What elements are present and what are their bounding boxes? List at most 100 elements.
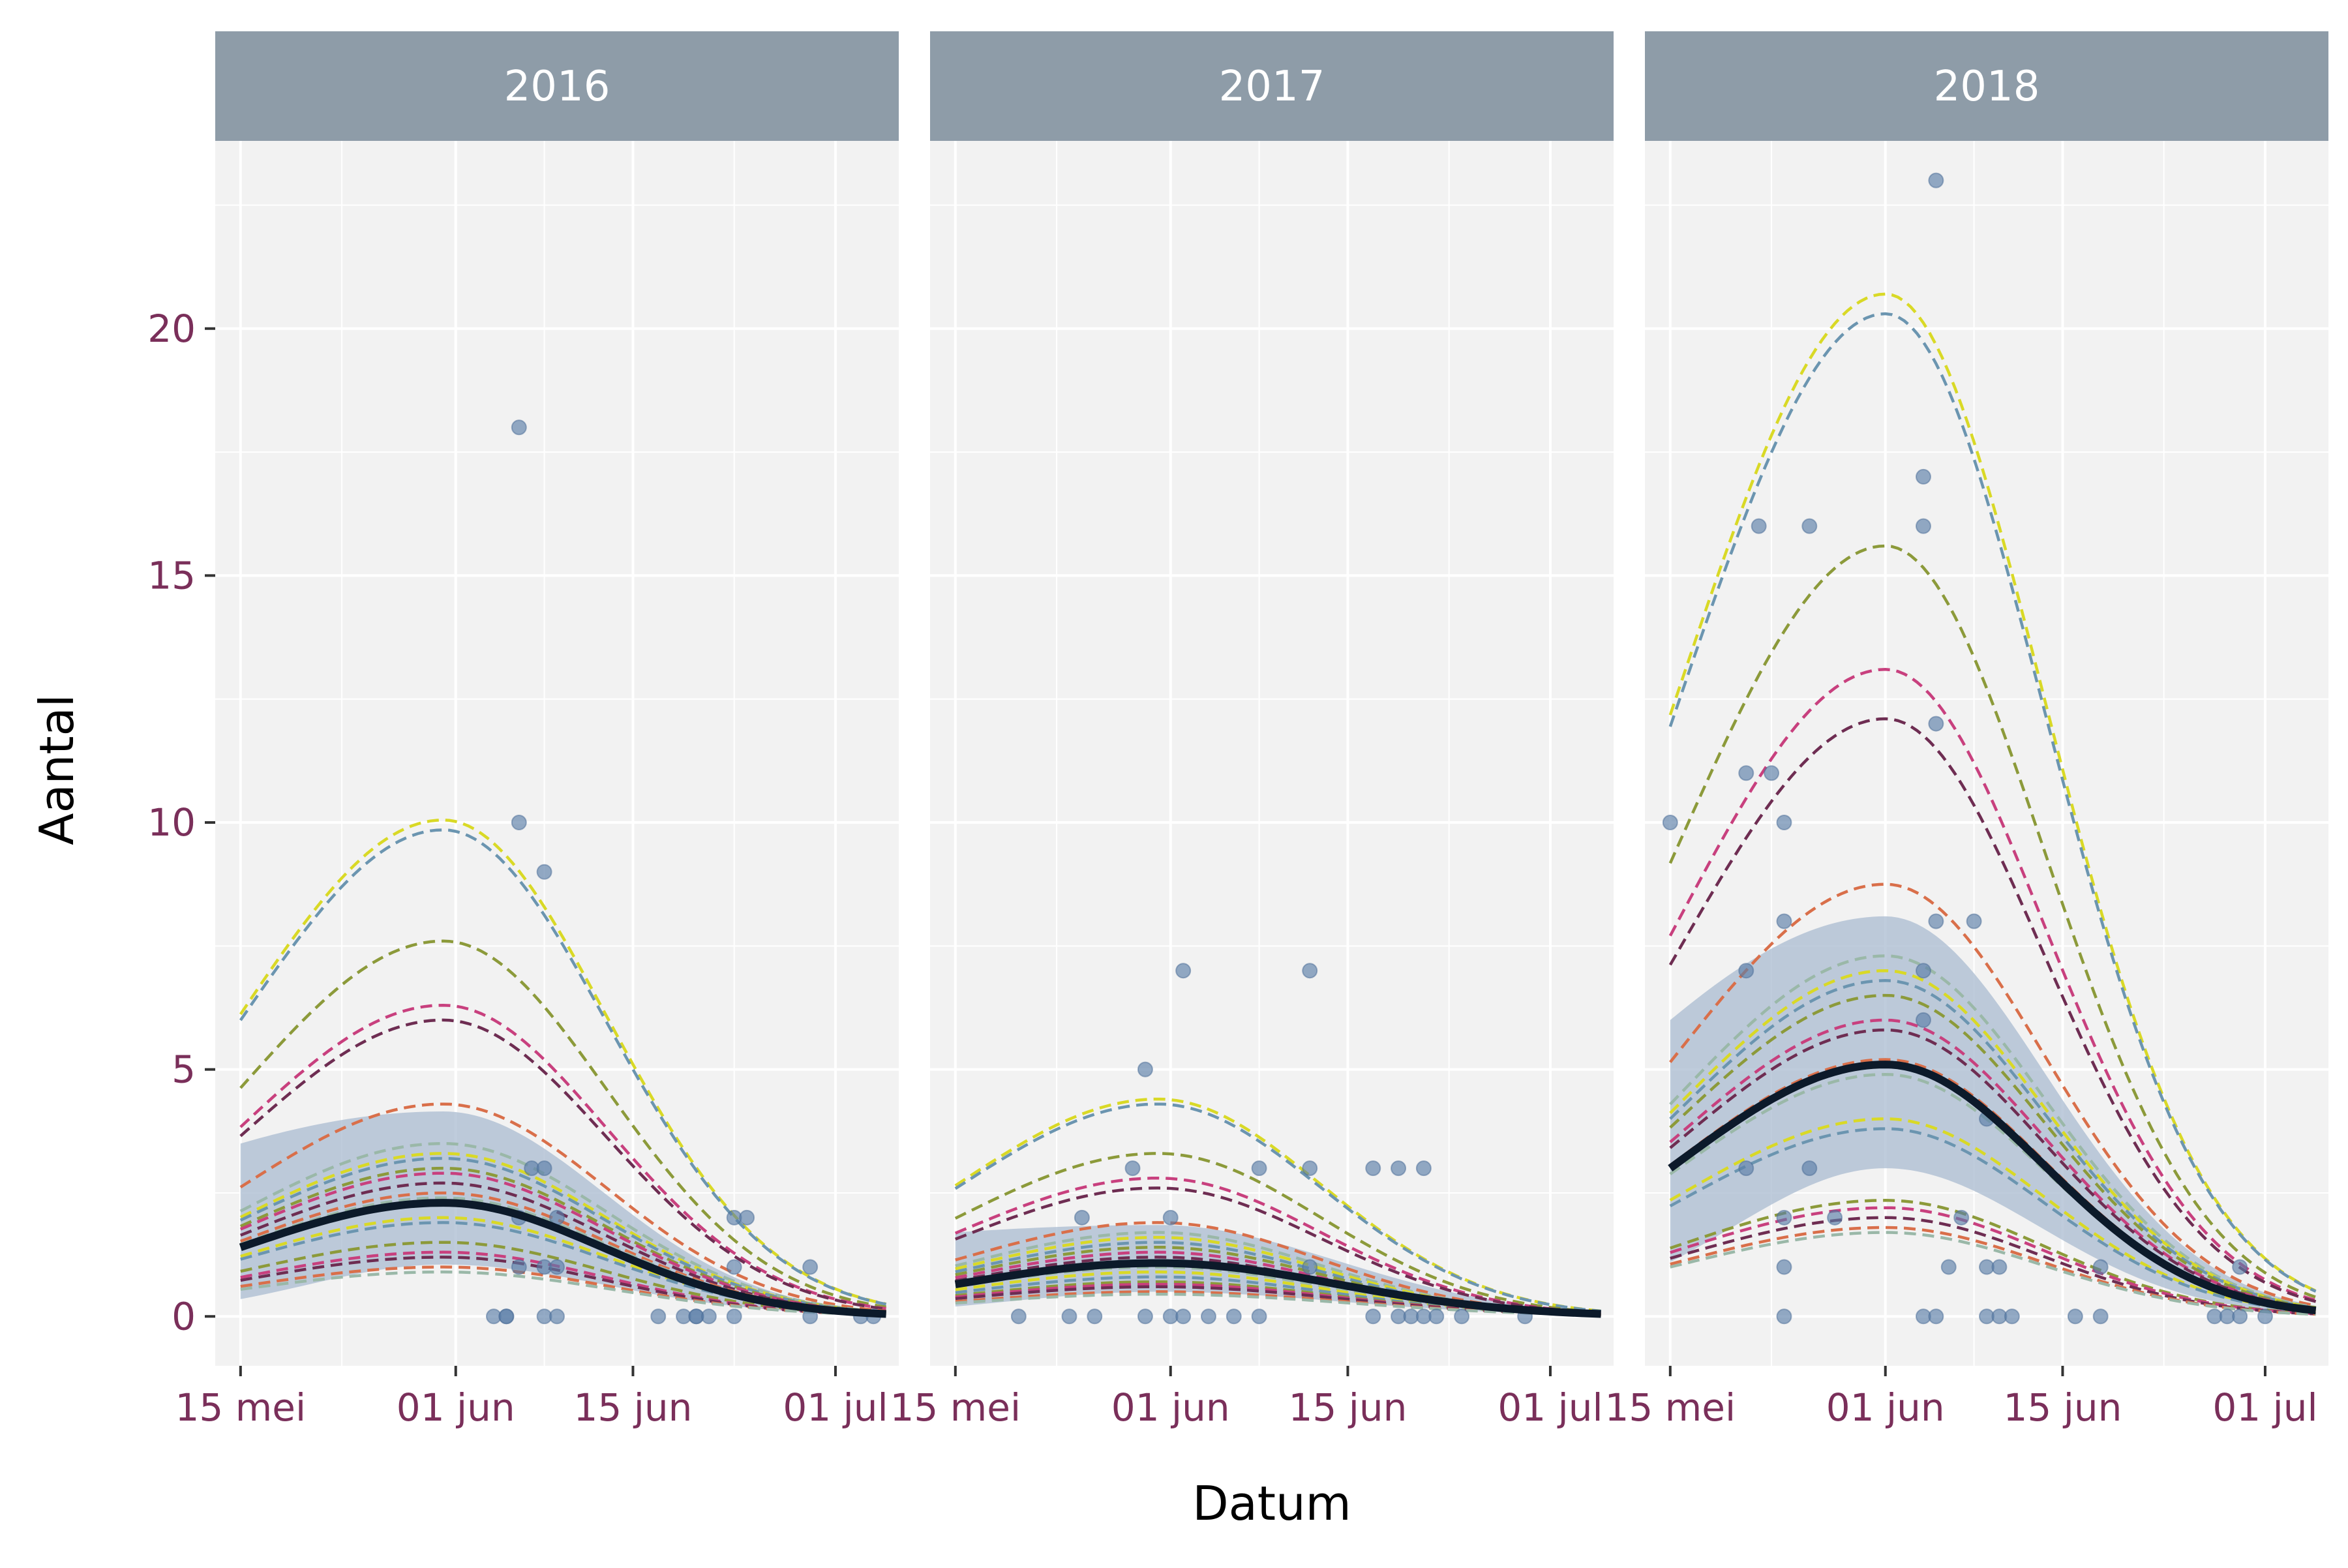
data-point <box>1124 1160 1141 1177</box>
data-point <box>2092 1308 2109 1325</box>
data-point <box>1928 716 1944 732</box>
dashed-curve <box>239 818 887 1306</box>
data-point <box>700 1308 717 1325</box>
data-point <box>1365 1160 1381 1177</box>
dashed-curve <box>1668 668 2317 1302</box>
data-point <box>1915 963 1931 979</box>
data-point <box>549 1259 565 1275</box>
data-point <box>650 1308 667 1325</box>
facet-strip <box>215 31 899 141</box>
x-axis-title: Datum <box>1192 1476 1351 1531</box>
data-point <box>1175 963 1192 979</box>
mean-line <box>1668 1061 2317 1315</box>
dashed-curve <box>239 1152 886 1314</box>
dashed-curve <box>239 1141 886 1314</box>
data-point <box>1302 1259 1318 1275</box>
x-tick-label: 15 mei <box>890 1385 1021 1430</box>
data-point <box>1391 1160 1407 1177</box>
data-point <box>1454 1308 1470 1325</box>
dashed-curve <box>1669 882 2317 1307</box>
facet-strip-label: 2017 <box>1219 63 1325 111</box>
dashed-curve <box>1669 1018 2316 1311</box>
dashed-curve <box>239 939 886 1309</box>
x-tick-label: 15 mei <box>1605 1385 1736 1430</box>
x-tick-label: 01 jun <box>1826 1385 1945 1430</box>
data-point <box>1302 963 1318 979</box>
facet-panel-2016: 2016 15 mei 01 jun 15 jun 01 jul <box>175 31 899 1430</box>
dashed-curve <box>955 1292 1601 1317</box>
data-point <box>1991 1259 2008 1275</box>
data-point <box>1776 913 1792 929</box>
data-point <box>1428 1308 1445 1325</box>
x-tick-label: 01 jul <box>1498 1385 1603 1430</box>
dashed-curve <box>954 1186 1601 1315</box>
data-point <box>1776 815 1792 831</box>
dashed-curve <box>239 828 887 1306</box>
data-point <box>1738 765 1754 781</box>
dashed-curve <box>1670 1231 2316 1316</box>
facet-strip <box>930 31 1614 141</box>
data-point <box>1915 468 1931 485</box>
data-point <box>1302 1160 1318 1177</box>
x-tick-label: 01 jun <box>1111 1385 1230 1430</box>
dashed-curve <box>1669 1072 2316 1312</box>
data-point <box>1776 1308 1792 1325</box>
data-point <box>1940 1259 1957 1275</box>
dashed-curve <box>1668 544 2317 1299</box>
dashed-curve <box>954 1102 1601 1313</box>
data-point <box>1966 913 1982 929</box>
data-point <box>1827 1209 1843 1226</box>
dashed-curve <box>239 1018 886 1311</box>
y-tick-label: 0 <box>172 1294 196 1338</box>
dashed-curve <box>1669 1127 2316 1314</box>
dashed-curve <box>1669 1028 2316 1311</box>
data-point <box>2067 1308 2083 1325</box>
y-tick-label: 20 <box>147 307 196 351</box>
dashed-curve <box>955 1241 1601 1316</box>
dashed-curve <box>239 1003 886 1310</box>
data-point <box>498 1308 515 1325</box>
dashed-curve <box>239 1102 886 1313</box>
dashed-curve <box>1669 969 2316 1310</box>
data-point <box>1061 1308 1077 1325</box>
mean-line <box>239 1199 886 1318</box>
data-point <box>1200 1308 1216 1325</box>
dashed-curve <box>1668 292 2317 1293</box>
data-point <box>2257 1308 2273 1325</box>
dashed-curve <box>240 1191 886 1315</box>
data-point <box>536 864 552 880</box>
dashed-curve <box>1668 717 2317 1303</box>
data-point <box>1137 1061 1153 1078</box>
facet-strip <box>1645 31 2328 141</box>
data-point <box>1662 815 1678 831</box>
data-point <box>1915 518 1931 534</box>
dashed-curve <box>240 1241 886 1316</box>
facet-panel-2018: 2018 15 mei 01 jun 15 jun 01 jul <box>1605 31 2328 1430</box>
y-tick-label: 15 <box>147 553 196 597</box>
facet-panel-2017: 2017 15 mei 01 jun 15 jun 01 jul <box>890 31 1614 1430</box>
y-axis-title: Aantal <box>29 694 84 845</box>
x-tick-label: 15 mei <box>175 1385 307 1430</box>
facet-strip-label: 2016 <box>504 63 610 111</box>
x-tick-label: 01 jul <box>2212 1385 2317 1430</box>
dashed-curve <box>239 1156 886 1314</box>
mean-line <box>954 1259 1601 1318</box>
dashed-curve <box>1669 1117 2316 1313</box>
data-point <box>1928 172 1944 188</box>
data-point <box>1162 1209 1179 1226</box>
data-point <box>1928 913 1944 929</box>
data-point <box>739 1209 755 1226</box>
data-point <box>802 1259 819 1275</box>
x-tick-label: 15 jun <box>574 1385 693 1430</box>
data-point <box>1087 1308 1103 1325</box>
data-point <box>1074 1209 1090 1226</box>
data-point <box>511 1259 527 1275</box>
x-tick-label: 01 jul <box>783 1385 888 1430</box>
facet-strip-label: 2018 <box>1934 63 2040 111</box>
data-point <box>1137 1308 1153 1325</box>
data-point <box>726 1308 742 1325</box>
x-tick-label: 15 jun <box>2004 1385 2122 1430</box>
data-point <box>1175 1308 1192 1325</box>
